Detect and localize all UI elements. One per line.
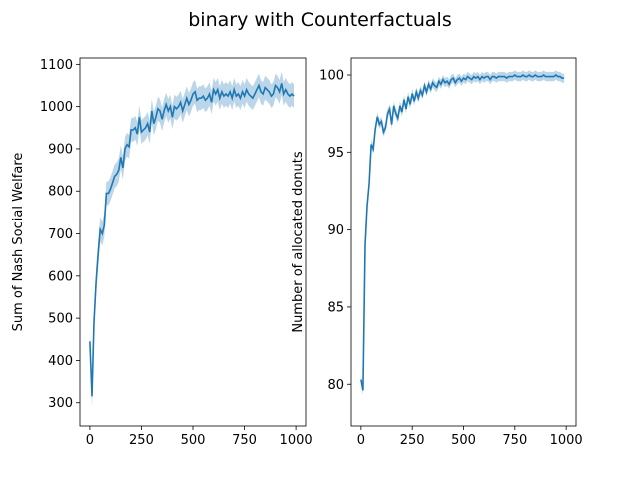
mean-line [89,83,295,397]
y-tick-label: 100 [319,69,344,84]
y-tick-label: 300 [48,396,73,411]
y-tick-label: 500 [48,312,73,327]
mean-line [360,73,565,391]
y-tick-label: 800 [48,185,73,200]
y-tick-label: 1100 [40,58,73,73]
axes-frame [79,57,307,427]
y-tick-label: 600 [48,269,73,284]
x-tick-label: 500 [451,433,476,448]
x-tick-label: 750 [232,433,257,448]
y-tick-label: 400 [48,354,73,369]
x-tick-label: 1000 [280,433,313,448]
x-tick-label: 250 [400,433,425,448]
x-tick-label: 500 [181,433,206,448]
right-chart: 0 250 500 750 1000 80 85 90 95 100 Number of alloc… [291,57,583,448]
figure-title: binary with Counterfactuals [188,9,452,31]
x-tick-label: 0 [357,433,365,448]
y-tick-label: 700 [48,227,73,242]
y-axis-label: Number of allocated donuts [291,151,306,333]
y-tick-label: 80 [327,378,344,393]
y-tick-label: 85 [327,300,344,315]
x-tick-label: 750 [502,433,527,448]
y-tick-label: 95 [327,146,344,161]
x-tick-label: 250 [129,433,154,448]
y-tick-label: 1000 [40,100,73,115]
left-chart: 0 250 500 750 1000 300 400 500 600 700 800 900 1000 1… [11,57,313,448]
confidence-band [89,71,295,409]
y-tick-label: 900 [48,142,73,157]
x-tick-label: 1000 [550,433,583,448]
y-axis-label: Sum of Nash Social Welfare [11,153,26,332]
x-tick-label: 0 [86,433,94,448]
y-tick-label: 90 [327,223,344,238]
axes-frame [350,57,577,427]
